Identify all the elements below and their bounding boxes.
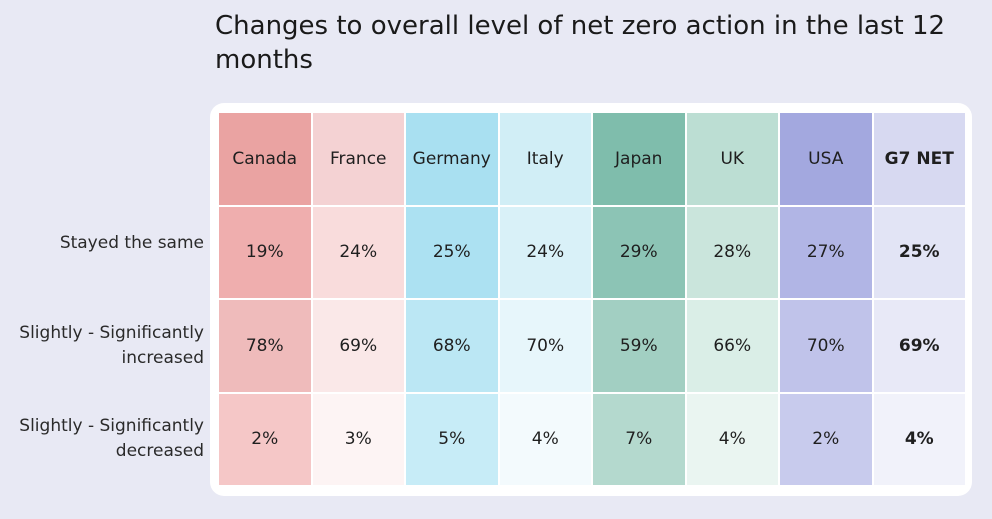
table-cell: 28% bbox=[686, 206, 778, 298]
table-cell: 68% bbox=[406, 300, 498, 392]
column-header: UK bbox=[686, 113, 778, 205]
column-header: France bbox=[312, 113, 404, 205]
table-cell: 69% bbox=[312, 300, 404, 392]
table-cell: 4% bbox=[499, 393, 591, 485]
column-header: Canada bbox=[219, 113, 311, 205]
column-header: Germany bbox=[406, 113, 498, 205]
table-cell: 59% bbox=[593, 300, 685, 392]
row-label: Stayed the same bbox=[59, 232, 204, 253]
table-cell: 2% bbox=[219, 393, 311, 485]
table-cell: 27% bbox=[780, 206, 872, 298]
table-cell: 3% bbox=[312, 393, 404, 485]
column-header: Japan bbox=[593, 113, 685, 205]
table-cell: 19% bbox=[219, 206, 311, 298]
column-header: G7 NET bbox=[873, 113, 965, 205]
table-cell: 25% bbox=[873, 206, 965, 298]
table-cell: 2% bbox=[780, 393, 872, 485]
row-label: Slightly - Significantly decreased bbox=[19, 416, 204, 462]
table-cell: 70% bbox=[780, 300, 872, 392]
table-cell: 7% bbox=[593, 393, 685, 485]
table-cell: 4% bbox=[686, 393, 778, 485]
table-cell: 25% bbox=[406, 206, 498, 298]
table-cell: 24% bbox=[312, 206, 404, 298]
table-cell: 70% bbox=[499, 300, 591, 392]
table-cell: 4% bbox=[873, 393, 965, 485]
column-header: Italy bbox=[499, 113, 591, 205]
table-cell: 24% bbox=[499, 206, 591, 298]
table-cell: 29% bbox=[593, 206, 685, 298]
data-table: Canada France Germany Italy Japan UK USA G7 NET… bbox=[219, 113, 965, 485]
table-cell: 66% bbox=[686, 300, 778, 392]
table-cell: 78% bbox=[219, 300, 311, 392]
table-cell: 5% bbox=[406, 393, 498, 485]
row-label: Slightly - Significantly increased bbox=[19, 322, 204, 368]
column-header: USA bbox=[780, 113, 872, 205]
table-cell: 69% bbox=[873, 300, 965, 392]
chart-title: Changes to overall level of net zero act… bbox=[215, 11, 946, 75]
